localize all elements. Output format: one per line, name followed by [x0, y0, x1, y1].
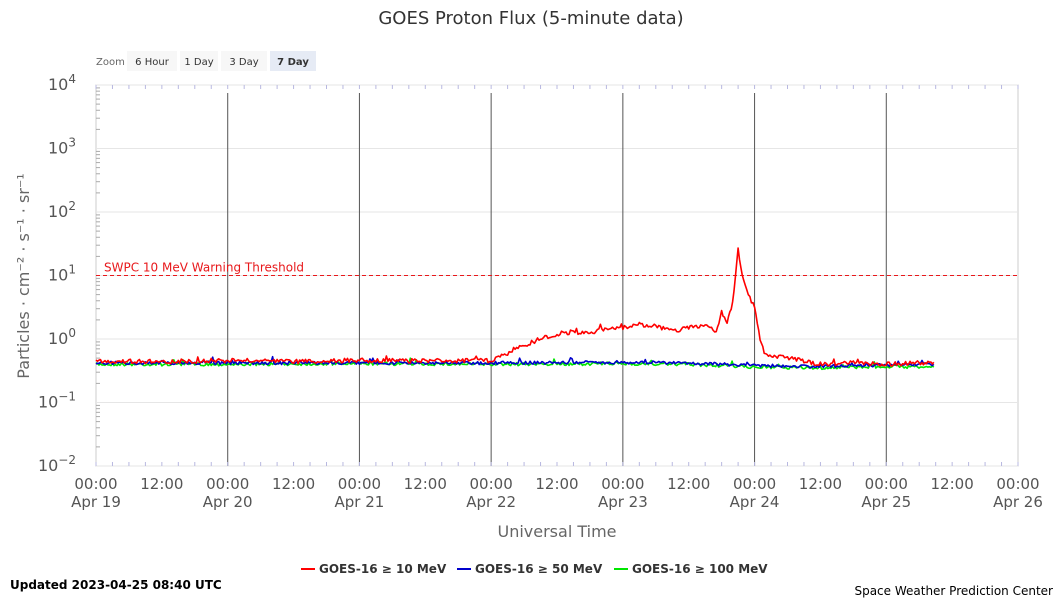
threshold: SWPC 10 MeV Warning Threshold	[96, 261, 1018, 276]
y-tick-label: 103	[48, 136, 76, 158]
zoom-button-bg	[221, 51, 267, 71]
x-axis-title: Universal Time	[497, 522, 616, 541]
x-tick-time: 12:00	[535, 475, 578, 493]
credit-text: Space Weather Prediction Center	[854, 584, 1053, 598]
x-tick-time: 12:00	[140, 475, 183, 493]
x-tick-time: 12:00	[272, 475, 315, 493]
series-group	[95, 247, 935, 371]
y-axis-ticks: 104 103 102 101 100 10−1 10−2	[38, 72, 76, 475]
x-tick-date: Apr 26	[993, 493, 1043, 511]
x-tick-time: 00:00	[338, 475, 381, 493]
zoom-button-bg	[180, 51, 218, 71]
zoom-button-1-day[interactable]: 1 Day	[180, 51, 218, 71]
x-tick-time: 00:00	[601, 475, 644, 493]
zoom-button-6-hour[interactable]: 6 Hour	[127, 51, 177, 71]
threshold-label: SWPC 10 MeV Warning Threshold	[104, 261, 304, 275]
x-tick-date: Apr 19	[71, 493, 121, 511]
plot-area: SWPC 10 MeV Warning Threshold	[95, 84, 1019, 467]
x-tick-date: Apr 20	[203, 493, 253, 511]
y-tick-label: 100	[48, 326, 76, 348]
x-tick-time: 00:00	[470, 475, 513, 493]
updated-timestamp: Updated 2023-04-25 08:40 UTC	[10, 578, 222, 592]
y-tick-label: 101	[48, 263, 76, 285]
x-tick-date: Apr 22	[466, 493, 516, 511]
x-tick-time: 00:00	[865, 475, 908, 493]
x-tick-time: 00:00	[733, 475, 776, 493]
zoom-label: Zoom	[96, 57, 125, 68]
minor-ticks	[95, 85, 1019, 466]
zoom-button-label: 1 Day	[184, 57, 213, 68]
x-tick-date: Apr 24	[730, 493, 780, 511]
series-line-0	[95, 247, 935, 367]
y-tick-label: 10−1	[38, 390, 76, 412]
legend-item-0[interactable]: GOES-16 ≥ 10 MeV	[301, 562, 447, 576]
x-tick-time: 00:00	[74, 475, 117, 493]
zoom-button-label: 6 Hour	[135, 57, 170, 68]
series-line-1	[95, 355, 935, 369]
zoom-button-7-day[interactable]: 7 Day	[270, 51, 316, 71]
zoom-button-label: 7 Day	[277, 57, 309, 68]
y-axis-title: Particles · cm⁻² · s⁻¹ · sr⁻¹	[14, 173, 33, 378]
legend-item-2[interactable]: GOES-16 ≥ 100 MeV	[614, 562, 768, 576]
zoom-button-bg	[270, 51, 316, 71]
chart-title: GOES Proton Flux (5-minute data)	[378, 8, 683, 29]
x-tick-time: 00:00	[206, 475, 249, 493]
x-tick-time: 12:00	[404, 475, 447, 493]
legend-label: GOES-16 ≥ 100 MeV	[632, 562, 768, 576]
y-tick-label: 102	[48, 199, 76, 221]
x-tick-time: 12:00	[799, 475, 842, 493]
day-separator-lines	[227, 93, 887, 466]
zoom-controls: Zoom 6 Hour 1 Day 3 Day 7 Day	[96, 51, 316, 71]
x-tick-time: 12:00	[931, 475, 974, 493]
x-tick-date: Apr 25	[861, 493, 911, 511]
legend-label: GOES-16 ≥ 50 MeV	[475, 562, 603, 576]
x-tick-date: Apr 23	[598, 493, 648, 511]
x-tick-time: 00:00	[996, 475, 1039, 493]
zoom-button-3-day[interactable]: 3 Day	[221, 51, 267, 71]
y-tick-label: 104	[48, 72, 76, 94]
legend-label: GOES-16 ≥ 10 MeV	[319, 562, 447, 576]
legend-item-1[interactable]: GOES-16 ≥ 50 MeV	[457, 562, 603, 576]
x-tick-date: Apr 21	[335, 493, 385, 511]
y-tick-label: 10−2	[38, 453, 76, 475]
zoom-button-bg	[127, 51, 177, 71]
legend: GOES-16 ≥ 10 MeV GOES-16 ≥ 50 MeV GOES-16 …	[301, 562, 768, 576]
x-tick-time: 12:00	[667, 475, 710, 493]
zoom-button-label: 3 Day	[229, 57, 258, 68]
